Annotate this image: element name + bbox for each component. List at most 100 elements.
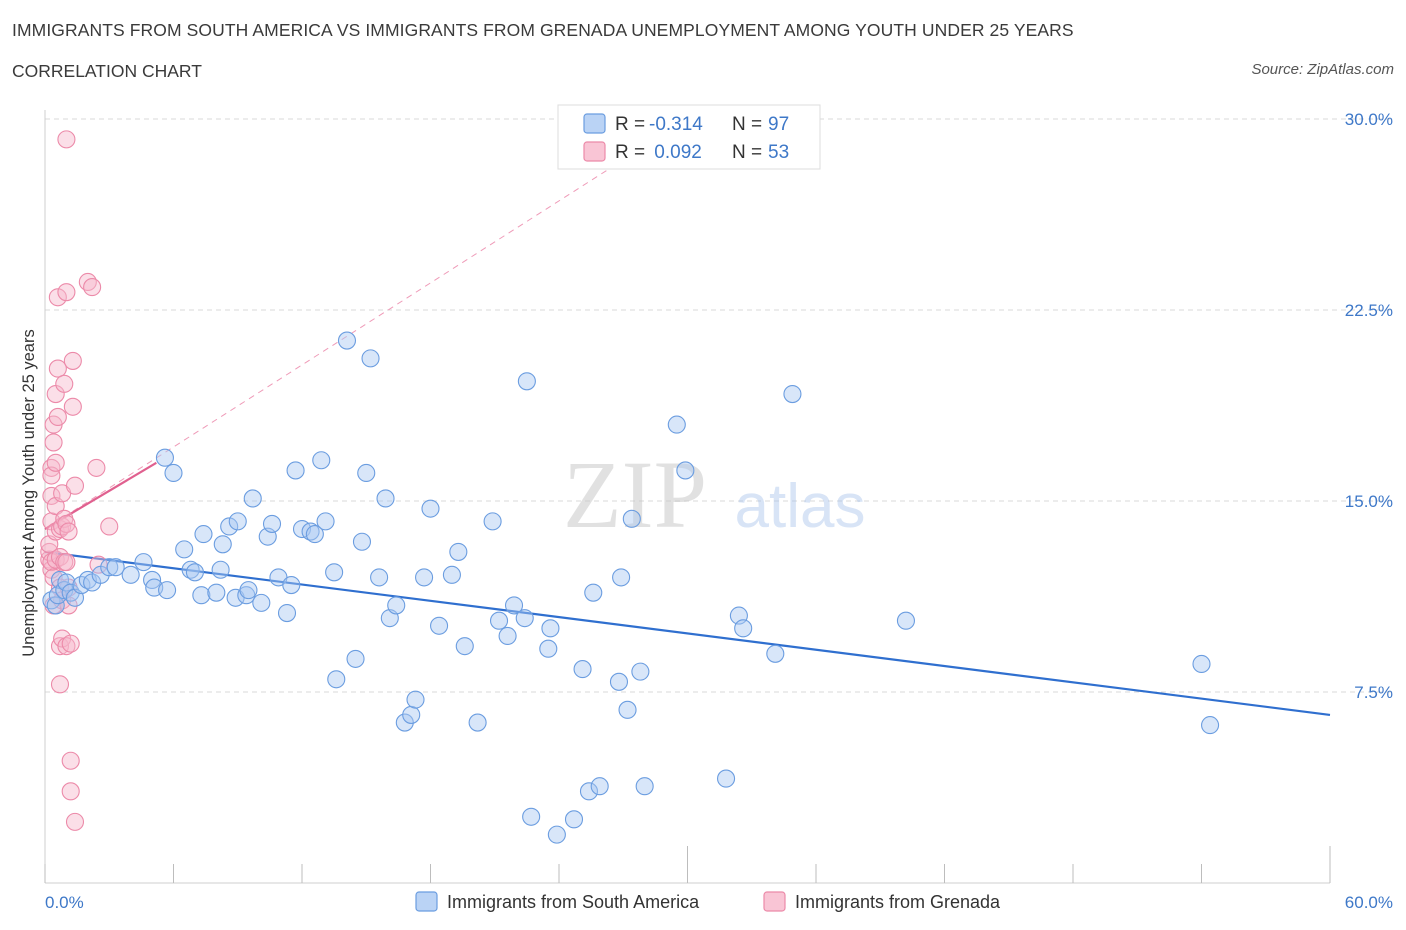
south-america-point [1201, 716, 1220, 735]
south-america-point [455, 637, 474, 656]
y-tick-label: 7.5% [1354, 683, 1393, 702]
south-america-point [395, 713, 414, 732]
legend-r-label: R = [615, 142, 645, 163]
south-america-point [573, 660, 592, 679]
south-america-point [622, 509, 641, 528]
south-america-point [228, 512, 247, 531]
south-america-point [100, 558, 119, 577]
south-america-point [207, 583, 226, 602]
south-america-point [57, 573, 76, 592]
grenada-point [83, 278, 102, 297]
legend-r-label: R = [615, 114, 645, 135]
bottom-legend-swatch-blue [415, 891, 438, 912]
south-america-point [564, 810, 584, 829]
y-tick-label: 15.0% [1345, 492, 1393, 511]
south-america-point [483, 512, 502, 531]
south-america-point [468, 713, 487, 732]
legend-swatch-pink [583, 141, 606, 162]
chart-subtitle: CORRELATION CHART [12, 61, 202, 81]
south-america-point [522, 807, 541, 826]
bottom-legend-label-south-america: Immigrants from South America [447, 892, 700, 912]
south-america-point [504, 596, 524, 615]
south-america-point [618, 700, 637, 719]
watermark-zip: ZIP [563, 441, 707, 548]
south-america-point [766, 644, 785, 663]
grenada-point [63, 397, 82, 416]
legend-r-value: 0.092 [649, 142, 702, 163]
south-america-point [361, 349, 380, 368]
grenada-point [61, 782, 80, 801]
grenada-point [50, 637, 70, 656]
south-america-point [547, 825, 566, 844]
grenada-point [57, 130, 76, 149]
south-america-point [489, 611, 509, 630]
grenada-point [61, 751, 80, 770]
south-america-point [286, 461, 305, 480]
south-america-point [517, 372, 536, 391]
legend-n-label: N = [732, 142, 762, 163]
watermark-atlas: atlas [735, 472, 866, 541]
y-tick-labels: 7.5% 15.0% 22.5% 30.0% [1345, 110, 1393, 702]
grenada-point [57, 514, 76, 533]
south-america-point [635, 777, 654, 796]
south-america-point [402, 705, 421, 724]
grenada-point [46, 453, 65, 472]
grenada-point [65, 476, 85, 495]
south-america-point [312, 451, 331, 470]
y-tick-label: 30.0% [1345, 110, 1393, 129]
south-america-point [590, 777, 609, 796]
x-tick-label: 0.0% [45, 893, 84, 912]
south-america-point [192, 586, 211, 605]
y-axis-label: Unemployment Among Youth under 25 years [20, 329, 38, 656]
south-america-point [430, 616, 449, 635]
source-credit: Source: ZipAtlas.com [1251, 61, 1394, 78]
grenada-point [42, 486, 61, 505]
south-america-point [498, 626, 517, 646]
grenada-points [40, 130, 119, 831]
south-america-point [515, 609, 534, 628]
south-america-points [42, 331, 1220, 844]
south-america-point [243, 489, 262, 508]
south-america-point [1192, 654, 1211, 674]
grenada-point [61, 634, 80, 653]
bottom-legend-label-grenada: Immigrants from Grenada [795, 892, 1001, 912]
south-america-point [211, 560, 230, 579]
bottom-legend: Immigrants from South America Immigrants… [415, 891, 1001, 912]
grenada-point [48, 288, 67, 307]
chart-title: IMMIGRANTS FROM SOUTH AMERICA VS IMMIGRA… [12, 20, 1074, 40]
south-america-point [541, 619, 560, 638]
south-america-point [352, 532, 372, 551]
grenada-point [48, 407, 67, 427]
south-america-point [716, 769, 736, 788]
legend-n-label: N = [732, 114, 762, 135]
south-america-point [282, 575, 301, 595]
south-america-point [106, 558, 125, 577]
south-america-trend-line [44, 550, 1331, 717]
south-america-point [584, 583, 603, 602]
south-america-point [337, 331, 357, 350]
south-america-point [896, 611, 916, 630]
x-tick-labels: 0.0% 60.0% [45, 893, 1393, 912]
south-america-point [357, 463, 376, 483]
south-america-point [609, 672, 629, 691]
south-america-point [220, 517, 239, 536]
legend-n-value: 97 [768, 114, 789, 135]
grenada-point [57, 283, 76, 302]
grenada-point [65, 812, 85, 831]
south-america-point [175, 540, 194, 559]
grenada-point [44, 433, 63, 452]
south-america-point [194, 525, 213, 544]
axes [44, 110, 1331, 884]
grenada-point [57, 553, 76, 572]
watermark: ZIP atlas [563, 441, 865, 548]
south-america-point [783, 384, 802, 404]
south-america-point [213, 535, 232, 554]
south-america-point [539, 639, 558, 658]
gridlines [45, 118, 1395, 693]
grenada-point [50, 675, 70, 694]
legend-n-value: 53 [768, 142, 789, 163]
south-america-point [376, 489, 395, 508]
south-america-point [239, 581, 258, 600]
south-america-point [121, 565, 140, 584]
